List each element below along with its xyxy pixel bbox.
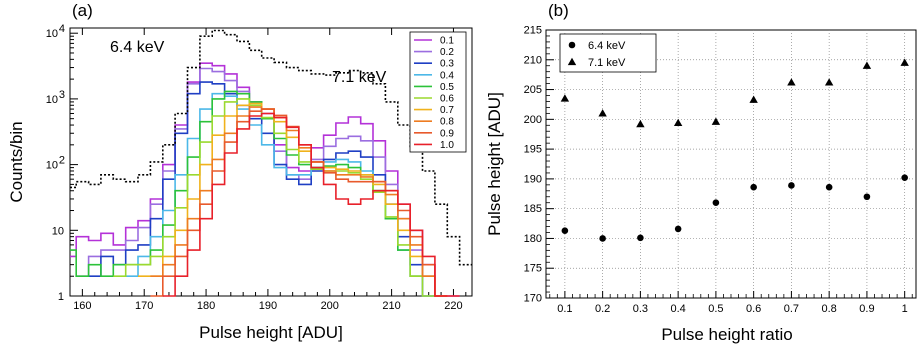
panel-b-y-tick-label: 170 <box>524 293 542 305</box>
panel-b-plot-area <box>560 58 909 242</box>
panel-a-x-tick-label: 200 <box>321 300 339 312</box>
legend-label-0-7: 0.7 <box>440 105 454 116</box>
panel-b-x-tick-label: 0.6 <box>746 303 761 315</box>
point-6-4-kev <box>750 183 757 191</box>
point-6-4-kev <box>561 227 569 235</box>
legend-label-0-2: 0.2 <box>440 47 454 58</box>
point-7-1-kev <box>900 58 909 66</box>
legend-label-0-8: 0.8 <box>440 117 454 128</box>
panel-b-y-tick-label: 205 <box>524 84 542 96</box>
legend-label-6-4-kev: 6.4 keV <box>588 40 626 52</box>
panel-a-y-tick-exponent: 2 <box>59 155 65 167</box>
point-7-1-kev <box>636 119 645 128</box>
point-6-4-kev <box>674 225 682 233</box>
point-6-4-kev <box>599 235 606 242</box>
panel-b-x-tick-label: 0.4 <box>670 303 685 315</box>
point-7-1-kev <box>862 61 872 69</box>
panel-a-x-tick-label: 180 <box>197 300 215 312</box>
panel-a-y-tick-label: 10 <box>46 160 58 172</box>
panel-a-y-tick-label: 10 <box>46 28 58 40</box>
point-6-4-kev <box>825 183 833 191</box>
panel-a-x-tick-label: 160 <box>73 300 91 312</box>
panel-a-y-tick-label: 1 <box>58 291 64 303</box>
legend-label-0-5: 0.5 <box>440 82 454 93</box>
point-7-1-kev <box>787 78 796 86</box>
panel-b: (b) 0.1 0.2 0.3 0.4 0.5 0.6 0.7 0.8 0.9 1 1701751… <box>485 1 917 344</box>
panel-a-y-tick-exponent: 3 <box>59 89 65 101</box>
point-6-4-kev <box>901 174 908 181</box>
point-6-4-kev <box>788 182 795 189</box>
point-6-4-kev <box>637 234 644 242</box>
panel-b-y-tick-label: 185 <box>524 203 542 215</box>
point-7-1-kev <box>824 78 834 86</box>
panel-b-x-tick-label: 0.5 <box>708 303 723 315</box>
panel-b-y-tick-label: 200 <box>524 114 542 126</box>
point-6-4-kev <box>863 193 871 201</box>
panel-b-x-tick-label: 0.9 <box>859 303 874 315</box>
panel-b-legend: 6.4 keV 7.1 keV <box>559 33 657 73</box>
panel-b-x-tick-label: 1 <box>902 303 908 315</box>
panel-a-y-label: Counts/bin <box>7 121 26 202</box>
panel-a-legend-box <box>409 31 467 153</box>
panel-a-y-tick-label: 10 <box>52 225 64 237</box>
panel-a-x-tick-label: 170 <box>135 300 153 312</box>
annotation-6-4-kev: 6.4 keV <box>110 39 165 56</box>
panel-a-label: (a) <box>72 1 93 20</box>
legend-marker-6-4-kev <box>568 41 576 49</box>
panel-a-x-tick-label: 190 <box>259 300 277 312</box>
point-7-1-kev <box>711 117 721 125</box>
legend-label-0-4: 0.4 <box>440 70 454 81</box>
panel-b-legend-box <box>559 33 657 73</box>
panel-b-y-tick-label: 190 <box>524 173 542 185</box>
spectrum-total-dotted <box>70 29 472 266</box>
panel-b-x-tick-label: 0.7 <box>784 303 799 315</box>
spectrum-series-1-0 <box>162 112 460 297</box>
point-7-1-kev <box>673 118 683 127</box>
legend-marker-7-1-kev <box>567 57 577 66</box>
annotation-7-1-kev: 7.1 keV <box>332 69 387 86</box>
legend-label-0-9: 0.9 <box>440 128 454 139</box>
panel-b-y-tick-label: 180 <box>524 233 542 245</box>
panel-b-x-tick-label: 0.2 <box>595 303 610 315</box>
panel-b-y-label: Pulse height [ADU] <box>485 92 504 236</box>
panel-a-x-label: Pulse height [ADU] <box>199 323 343 342</box>
panel-b-x-tick-label: 0.1 <box>557 303 572 315</box>
legend-label-1-0: 1.0 <box>440 140 454 151</box>
panel-a-frame <box>69 27 473 297</box>
point-7-1-kev <box>598 109 607 117</box>
panel-a-plot-area <box>70 29 472 297</box>
panel-a-x-axis: 160 170 180 190 200 210 220 <box>69 28 467 312</box>
panel-b-y-tick-label: 195 <box>524 144 542 156</box>
panel-a-x-tick-label: 210 <box>382 300 400 312</box>
panel-b-y-tick-label: 215 <box>524 25 542 37</box>
panel-a-y-tick-exponent: 4 <box>59 23 65 35</box>
panel-b-y-tick-label: 175 <box>524 263 542 275</box>
legend-label-0-6: 0.6 <box>440 94 454 105</box>
panel-b-x-label: Pulse height ratio <box>661 325 792 344</box>
legend-label-0-3: 0.3 <box>440 59 454 70</box>
panel-a-x-tick-label: 220 <box>444 300 462 312</box>
point-6-4-kev <box>712 199 720 207</box>
legend-label-7-1-kev: 7.1 keV <box>588 57 626 69</box>
panel-a-y-tick-label: 10 <box>46 94 58 106</box>
point-7-1-kev <box>749 95 758 103</box>
legend-label-0-1: 0.1 <box>440 36 454 47</box>
panel-b-y-axis: 170 175 180 185 190 195 200 205 210 215 <box>524 25 554 305</box>
panel-b-label: (b) <box>548 1 569 20</box>
point-7-1-kev <box>560 94 570 102</box>
panel-a-legend: 0.10.20.30.40.50.60.70.80.91.0 <box>409 31 467 153</box>
panel-b-x-axis: 0.1 0.2 0.3 0.4 0.5 0.6 0.7 0.8 0.9 1 <box>549 291 913 315</box>
panel-b-y-tick-label: 210 <box>524 54 542 66</box>
panel-b-x-tick-label: 0.3 <box>633 303 648 315</box>
panel-b-frame <box>545 29 917 299</box>
panel-b-x-tick-label: 0.8 <box>822 303 837 315</box>
